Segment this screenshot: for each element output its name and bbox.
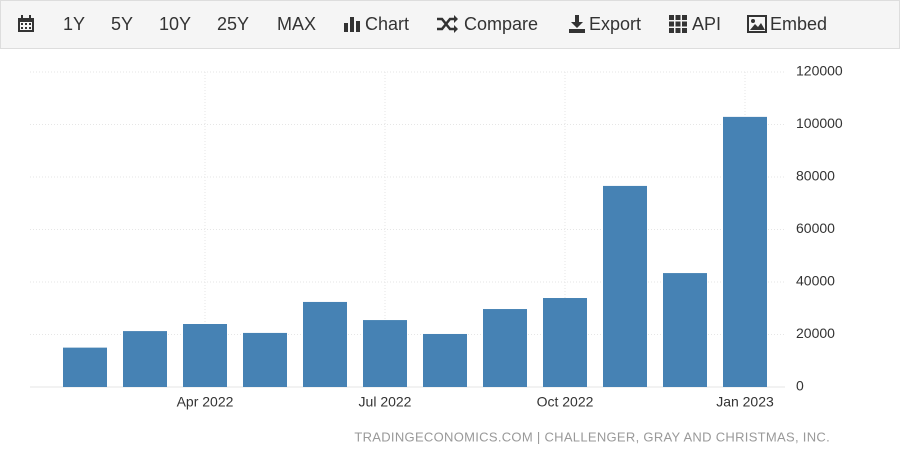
y-tick-label: 60000 [796,220,835,236]
embed-icon[interactable] [747,15,767,33]
bar [603,185,647,387]
chart-icon[interactable] [343,15,361,33]
x-tick-label: Jan 2023 [716,394,774,410]
export-icon[interactable] [568,15,586,33]
range-button[interactable]: 25Y [217,14,250,34]
x-tick-label: Jul 2022 [359,394,412,410]
export-button[interactable]: Export [589,14,642,34]
bar [63,347,107,387]
bar [663,273,707,387]
range-button[interactable]: 10Y [159,14,192,34]
bar [183,324,227,387]
compare-button[interactable]: Compare [464,14,539,34]
bar [483,309,527,387]
x-tick-label: Oct 2022 [537,394,594,410]
bar [723,116,767,387]
x-tick-label: Apr 2022 [177,394,234,410]
api-button[interactable]: API [692,14,722,34]
calendar-icon[interactable] [17,15,35,33]
bar [303,301,347,387]
bar [243,332,287,387]
toolbar: 1Y 5Y 10Y 25Y MAX Chart Compare Export A… [0,0,900,49]
chart-button[interactable]: Chart [365,14,410,34]
embed-button[interactable]: Embed [770,14,828,34]
y-tick-label: 20000 [796,325,835,341]
bar [423,333,467,387]
bar [123,331,167,387]
range-button[interactable]: 1Y [63,14,86,34]
source: TRADINGECONOMICS.COM | CHALLENGER, GRAY … [354,429,830,444]
bar [543,298,587,387]
y-tick-label: 0 [796,378,804,394]
bar [363,320,407,387]
range-button[interactable]: 5Y [111,14,134,34]
y-tick-label: 120000 [796,63,843,79]
compare-icon[interactable] [436,15,458,33]
y-tick-label: 100000 [796,115,843,131]
y-tick-label: 80000 [796,168,835,184]
api-icon[interactable] [669,15,687,33]
range-button[interactable]: MAX [277,14,317,34]
y-tick-label: 40000 [796,273,835,289]
